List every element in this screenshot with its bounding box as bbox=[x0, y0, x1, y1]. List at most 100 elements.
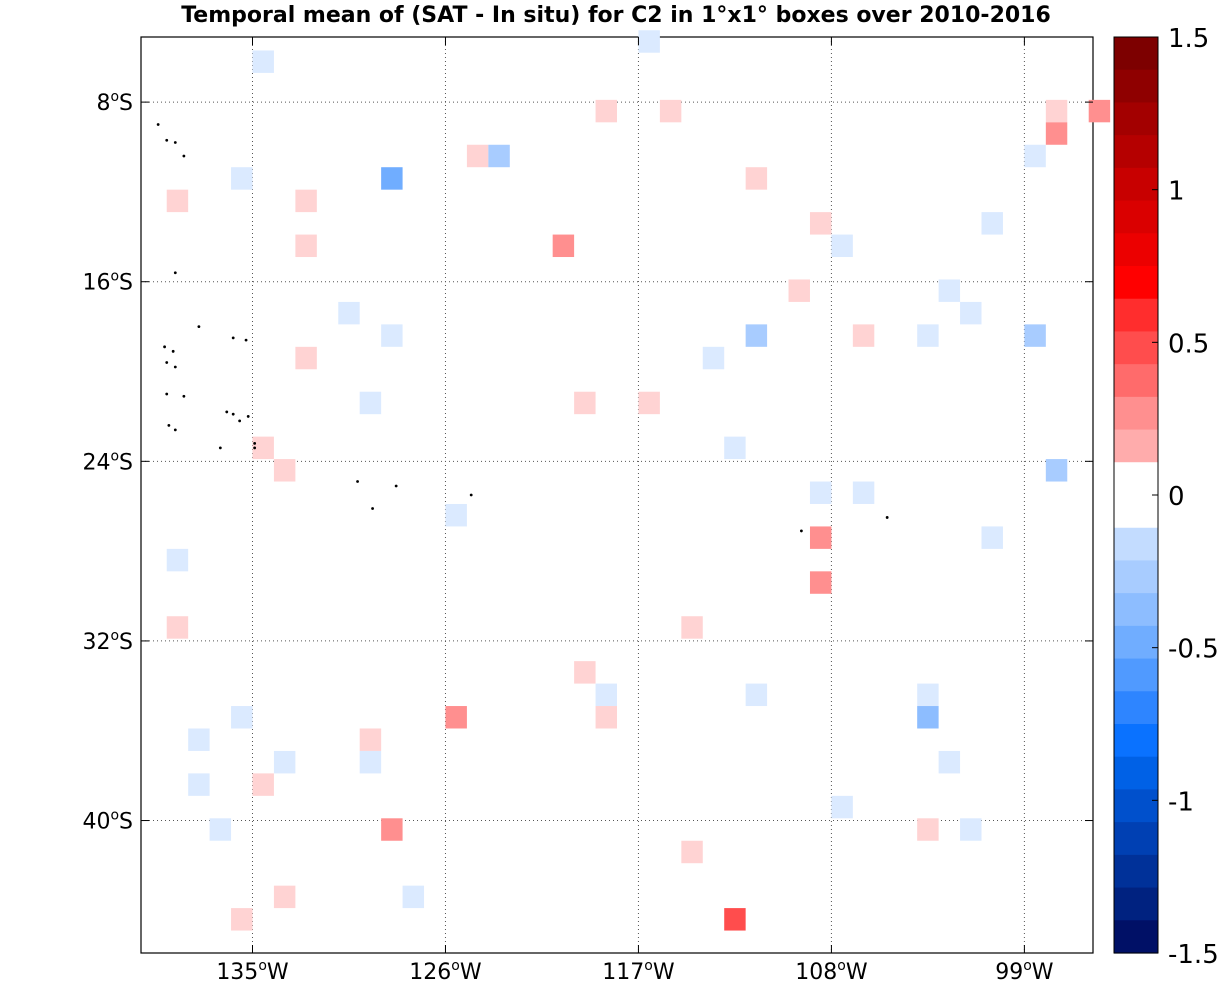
data-box bbox=[338, 301, 360, 325]
data-box bbox=[745, 324, 768, 347]
island-dot bbox=[231, 336, 235, 340]
data-box bbox=[381, 818, 403, 841]
colorbar-swatch bbox=[1114, 331, 1158, 365]
data-box bbox=[938, 750, 961, 774]
data-box bbox=[295, 346, 317, 370]
island-dot bbox=[218, 446, 222, 450]
colorbar: 1.5 1 0.5 0 -0.5 -1 -1.5 bbox=[1113, 24, 1219, 970]
island-dot bbox=[799, 529, 803, 533]
island-dot bbox=[469, 493, 473, 497]
data-box bbox=[231, 706, 253, 729]
colorbar-swatch bbox=[1114, 625, 1158, 660]
data-box bbox=[359, 750, 382, 774]
data-box bbox=[445, 706, 467, 729]
data-box bbox=[831, 795, 853, 819]
y-tick-label: 16oS bbox=[82, 269, 133, 296]
island-dot bbox=[371, 507, 374, 510]
island-dot bbox=[231, 412, 235, 416]
island-dot bbox=[225, 410, 229, 414]
data-box bbox=[917, 818, 939, 841]
data-box bbox=[595, 99, 617, 123]
island-dot bbox=[173, 428, 177, 432]
data-box bbox=[381, 324, 403, 347]
island-dot bbox=[165, 392, 169, 396]
x-tick-label: 135oW bbox=[216, 958, 289, 984]
data-box bbox=[852, 481, 875, 504]
colorbar-swatch bbox=[1114, 37, 1158, 71]
data-box bbox=[1024, 324, 1046, 347]
data-box bbox=[359, 391, 382, 415]
y-tick-label: 32oS bbox=[82, 628, 133, 655]
island-dot bbox=[244, 338, 248, 342]
data-box bbox=[188, 728, 210, 751]
island-dot bbox=[167, 424, 171, 427]
x-tick-label: 117oW bbox=[602, 958, 675, 984]
data-box bbox=[831, 234, 853, 258]
data-box bbox=[273, 885, 296, 909]
data-box bbox=[681, 616, 703, 639]
island-dot bbox=[171, 349, 175, 353]
chart-title: Temporal mean of (SAT - In situ) for C2 … bbox=[181, 3, 1051, 28]
colorbar-swatch bbox=[1114, 462, 1158, 528]
data-box bbox=[188, 773, 210, 796]
colorbar-swatch bbox=[1114, 854, 1158, 889]
data-box bbox=[809, 481, 832, 504]
data-box bbox=[273, 750, 296, 774]
island-dot bbox=[165, 361, 169, 364]
data-box bbox=[488, 144, 510, 168]
island-dot bbox=[182, 154, 186, 158]
colorbar-tick-label: -1.5 bbox=[1168, 940, 1219, 970]
data-box bbox=[466, 144, 489, 168]
island-dot bbox=[156, 123, 160, 126]
land-islands bbox=[156, 123, 889, 533]
data-box bbox=[252, 773, 274, 796]
data-box bbox=[574, 391, 596, 415]
island-dot bbox=[173, 365, 177, 369]
data-box bbox=[1045, 122, 1068, 145]
island-dot bbox=[238, 419, 242, 423]
data-box bbox=[788, 279, 810, 302]
data-box bbox=[809, 526, 832, 549]
colorbar-swatch bbox=[1114, 527, 1158, 562]
data-box bbox=[809, 571, 832, 594]
colorbar-swatch bbox=[1114, 822, 1158, 856]
data-box bbox=[1045, 459, 1068, 482]
data-boxes bbox=[166, 30, 1111, 931]
data-box bbox=[938, 279, 961, 302]
colorbar-swatch bbox=[1114, 233, 1158, 267]
data-box bbox=[917, 706, 939, 729]
island-dot bbox=[173, 271, 177, 275]
island-dot bbox=[253, 441, 257, 445]
island-dot bbox=[165, 138, 169, 142]
data-box bbox=[445, 503, 467, 527]
data-box bbox=[981, 212, 1003, 235]
data-box bbox=[381, 167, 403, 190]
colorbar-swatch bbox=[1114, 691, 1158, 725]
colorbar-swatch bbox=[1114, 298, 1158, 333]
colorbar-swatch bbox=[1114, 102, 1158, 136]
data-box bbox=[1045, 99, 1068, 123]
data-box bbox=[659, 99, 682, 123]
data-box bbox=[295, 189, 317, 213]
data-box bbox=[231, 167, 253, 190]
colorbar-swatch bbox=[1114, 756, 1158, 791]
colorbar-tick-label: -0.5 bbox=[1168, 635, 1219, 665]
island-dot bbox=[253, 446, 257, 450]
data-box bbox=[273, 459, 296, 482]
data-box bbox=[809, 212, 832, 235]
colorbar-swatch bbox=[1114, 266, 1158, 300]
data-box bbox=[552, 234, 575, 258]
data-box bbox=[745, 167, 768, 190]
data-box bbox=[852, 324, 875, 347]
colorbar-swatch bbox=[1114, 429, 1158, 463]
colorbar-tick-label: 0.5 bbox=[1168, 329, 1209, 359]
data-box bbox=[917, 324, 939, 347]
colorbar-swatch bbox=[1114, 789, 1158, 823]
island-dot bbox=[394, 484, 398, 488]
y-tick-label: 24oS bbox=[82, 448, 133, 475]
data-box bbox=[295, 234, 317, 258]
y-tick-label: 40oS bbox=[82, 808, 133, 835]
data-box bbox=[1088, 99, 1111, 123]
colorbar-swatch bbox=[1114, 396, 1158, 431]
data-box bbox=[252, 50, 274, 73]
